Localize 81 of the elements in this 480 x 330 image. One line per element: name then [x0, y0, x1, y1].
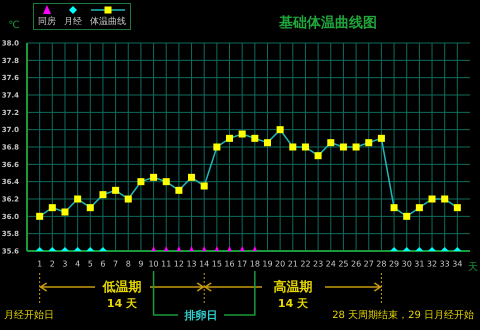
point — [137, 178, 144, 186]
point — [188, 174, 196, 181]
text: 14 天 — [278, 297, 310, 310]
point — [340, 144, 347, 150]
x-tick-label: 34 — [452, 260, 462, 269]
point — [276, 126, 284, 134]
x-tick-label: 11 — [161, 260, 172, 269]
point — [175, 186, 182, 194]
legend-label: 月经 — [64, 16, 82, 28]
point — [226, 134, 234, 142]
point — [99, 191, 106, 198]
x-tick-label: 12 — [174, 260, 184, 269]
x-tick-label: 13 — [186, 260, 197, 269]
point — [365, 139, 372, 146]
x-tick-label: 9 — [138, 260, 144, 269]
point — [213, 144, 220, 150]
point — [251, 134, 258, 142]
x-tick-label: 14 — [199, 260, 210, 269]
point — [327, 139, 334, 146]
point — [36, 212, 44, 220]
point — [124, 196, 132, 202]
x-tick-label: 10 — [148, 260, 159, 269]
x-tick-label: 17 — [237, 260, 248, 269]
x-tick-label: 32 — [426, 260, 438, 269]
x-tick-label: 33 — [440, 260, 450, 269]
x-tick-label: 16 — [224, 260, 235, 269]
point — [416, 204, 423, 212]
point — [112, 186, 120, 194]
x-tick-label: 15 — [212, 260, 222, 269]
point — [61, 208, 68, 216]
x-tick-label: 18 — [250, 260, 260, 269]
x-tick-label: 28 — [376, 260, 386, 269]
point — [378, 134, 385, 142]
point — [86, 204, 94, 212]
x-tick-label: 20 — [275, 260, 286, 269]
x-tick-label: 8 — [126, 260, 131, 269]
x-tick-label: 5 — [88, 260, 93, 269]
x-tick-label: 23 — [313, 260, 324, 269]
x-tick-label: 4 — [75, 260, 80, 269]
point — [403, 212, 410, 220]
point — [48, 204, 56, 212]
x-tick-label: 22 — [300, 260, 311, 269]
point — [162, 178, 170, 186]
point — [428, 196, 436, 202]
x-tick-label: 1 — [37, 260, 42, 269]
point — [238, 130, 246, 138]
point — [302, 144, 309, 150]
x-tick-label: 25 — [338, 260, 349, 269]
point — [314, 152, 322, 160]
legend-label: 体温曲线 — [90, 16, 126, 28]
point — [74, 196, 82, 202]
x-tick-label: 19 — [262, 260, 273, 269]
x-tick-label: 6 — [100, 260, 106, 269]
text: 14 天 — [106, 297, 138, 310]
point — [150, 174, 158, 181]
chart-title: 基础体温曲线图 — [278, 15, 377, 31]
text: 排卵日 — [184, 309, 218, 322]
x-tick-label: 3 — [62, 260, 68, 269]
point — [264, 139, 271, 146]
text: 月经开始日 — [4, 309, 54, 321]
point — [352, 144, 360, 150]
point — [454, 204, 461, 212]
x-tick-label: 7 — [113, 260, 118, 269]
x-tick-label: 31 — [414, 260, 424, 269]
y-axis-title: ℃ — [8, 20, 20, 31]
point — [390, 204, 398, 212]
point — [200, 182, 208, 190]
legend-label: 同房 — [38, 16, 56, 28]
x-tick-label: 30 — [402, 260, 412, 269]
point — [441, 196, 448, 202]
x-tick-label: 21 — [288, 260, 298, 269]
x-axis-title: 天 — [468, 262, 478, 273]
x-tick-label: 2 — [50, 260, 55, 269]
x-tick-label: 26 — [350, 260, 362, 269]
point — [289, 144, 296, 150]
text: 28 天周期结束，29 日月经开始 — [332, 309, 474, 321]
x-tick-label: 27 — [364, 260, 374, 269]
text: 低温期 — [102, 280, 142, 295]
x-tick-label: 29 — [388, 260, 400, 269]
x-tick-label: 24 — [326, 260, 336, 269]
text: 高温期 — [274, 279, 312, 295]
